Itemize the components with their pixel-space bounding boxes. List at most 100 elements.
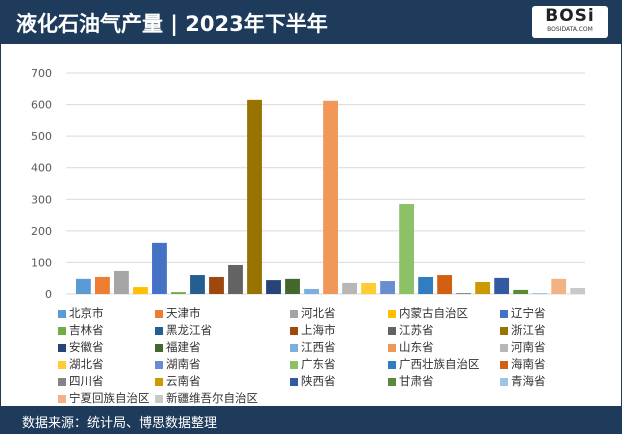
legend-swatch [388,377,396,386]
legend-item: 天津市 [155,305,201,321]
bar-黑龙江省 [190,275,205,294]
legend-swatch [58,309,66,318]
legend-item: 广西壮族自治区 [388,356,480,372]
bar-上海市 [209,276,224,294]
legend-label: 上海市 [301,323,336,337]
legend-swatch [388,360,396,369]
data-source: 数据来源：统计局、博思数据整理 [22,416,218,431]
legend-label: 河南省 [511,340,546,354]
bar-辽宁省 [152,242,167,294]
legend-item: 辽宁省 [500,305,546,321]
legend-label: 广东省 [301,357,336,371]
legend-swatch [500,309,508,318]
legend-swatch [388,326,396,335]
legend-item: 湖北省 [58,356,104,372]
legend-item: 甘肃省 [388,373,434,389]
header-bar: 液化石油气产量 | 2023年下半年 BOSi BOSIDATA.COM [0,0,622,44]
logo: BOSi BOSIDATA.COM [532,6,608,38]
bar-甘肃省 [513,289,529,294]
y-tick-label: 0 [45,288,52,301]
y-tick-label: 400 [31,162,52,175]
y-tick-label: 600 [31,99,52,112]
legend-label: 甘肃省 [399,374,434,388]
legend-item: 河南省 [500,339,546,355]
legend-swatch [290,360,298,369]
legend-swatch [500,343,508,352]
legend-item: 上海市 [290,322,336,338]
legend-swatch [58,394,66,403]
legend-swatch [155,309,163,318]
legend-label: 黑龙江省 [166,323,212,337]
legend-label: 湖北省 [69,357,104,371]
bar-广西壮族自治区 [418,276,434,294]
bar-chart: 0 100 200 300 400 500 600 700 [31,67,586,301]
legend-item: 内蒙古自治区 [388,305,468,321]
legend-item: 吉林省 [58,322,104,338]
bar-新疆维吾尔自治区 [570,288,586,294]
legend-swatch [290,343,298,352]
y-tick-label: 100 [31,256,52,269]
legend-label: 广西壮族自治区 [399,357,480,371]
legend-swatch [290,377,298,386]
legend-item: 宁夏回族自治区 [58,390,150,406]
legend-swatch [290,326,298,335]
legend-label: 云南省 [166,374,201,388]
legend-swatch [155,394,163,403]
legend-label: 新疆维吾尔自治区 [166,391,258,405]
legend-swatch [155,343,163,352]
legend-label: 辽宁省 [511,306,546,320]
legend-swatch [58,326,66,335]
bar-陕西省 [494,277,510,294]
legend-swatch [58,377,66,386]
legend-swatch [388,309,396,318]
legend-label: 湖南省 [166,357,201,371]
legend-swatch [58,360,66,369]
legend-item: 四川省 [58,373,104,389]
legend-swatch [155,377,163,386]
legend-item: 海南省 [500,356,546,372]
legend-label: 江苏省 [399,323,434,337]
bar-内蒙古自治区 [133,287,148,294]
bar-河南省 [342,282,357,294]
legend-label: 江西省 [301,340,336,354]
legend-label: 北京市 [69,306,104,320]
bar-湖北省 [361,282,376,294]
legend-swatch [500,377,508,386]
y-tick-label: 300 [31,193,52,206]
y-tick-label: 700 [31,67,52,80]
legend-item: 河北省 [290,305,336,321]
legend-item: 青海省 [500,373,546,389]
bar-四川省 [456,293,472,294]
legend-item: 江苏省 [388,322,434,338]
bar-天津市 [95,276,110,294]
legend-label: 福建省 [166,340,201,354]
bar-浙江省 [247,99,262,294]
legend-label: 山东省 [399,340,434,354]
legend-item: 湖南省 [155,356,201,372]
footer-bar: 数据来源：统计局、博思数据整理 [0,406,622,434]
legend-swatch [58,343,66,352]
legend-item: 北京市 [58,305,104,321]
legend-item: 广东省 [290,356,336,372]
legend-swatch [155,360,163,369]
legend-label: 宁夏回族自治区 [69,391,150,405]
bar-海南省 [437,275,453,294]
bar-江西省 [304,288,319,294]
legend-label: 海南省 [511,357,546,371]
legend-swatch [500,360,508,369]
bar-福建省 [285,278,300,294]
legend-item: 黑龙江省 [155,322,212,338]
bar-山东省 [323,100,338,294]
legend-item: 山东省 [388,339,434,355]
y-tick-label: 500 [31,130,52,143]
bar-湖南省 [380,281,396,294]
legend-label: 安徽省 [69,340,104,354]
legend-label: 内蒙古自治区 [399,306,468,320]
legend-swatch [290,309,298,318]
legend-item: 浙江省 [500,322,546,338]
legend-item: 江西省 [290,339,336,355]
legend-swatch [500,326,508,335]
legend-swatch [388,343,396,352]
legend-item: 安徽省 [58,339,104,355]
legend-label: 天津市 [166,306,201,320]
